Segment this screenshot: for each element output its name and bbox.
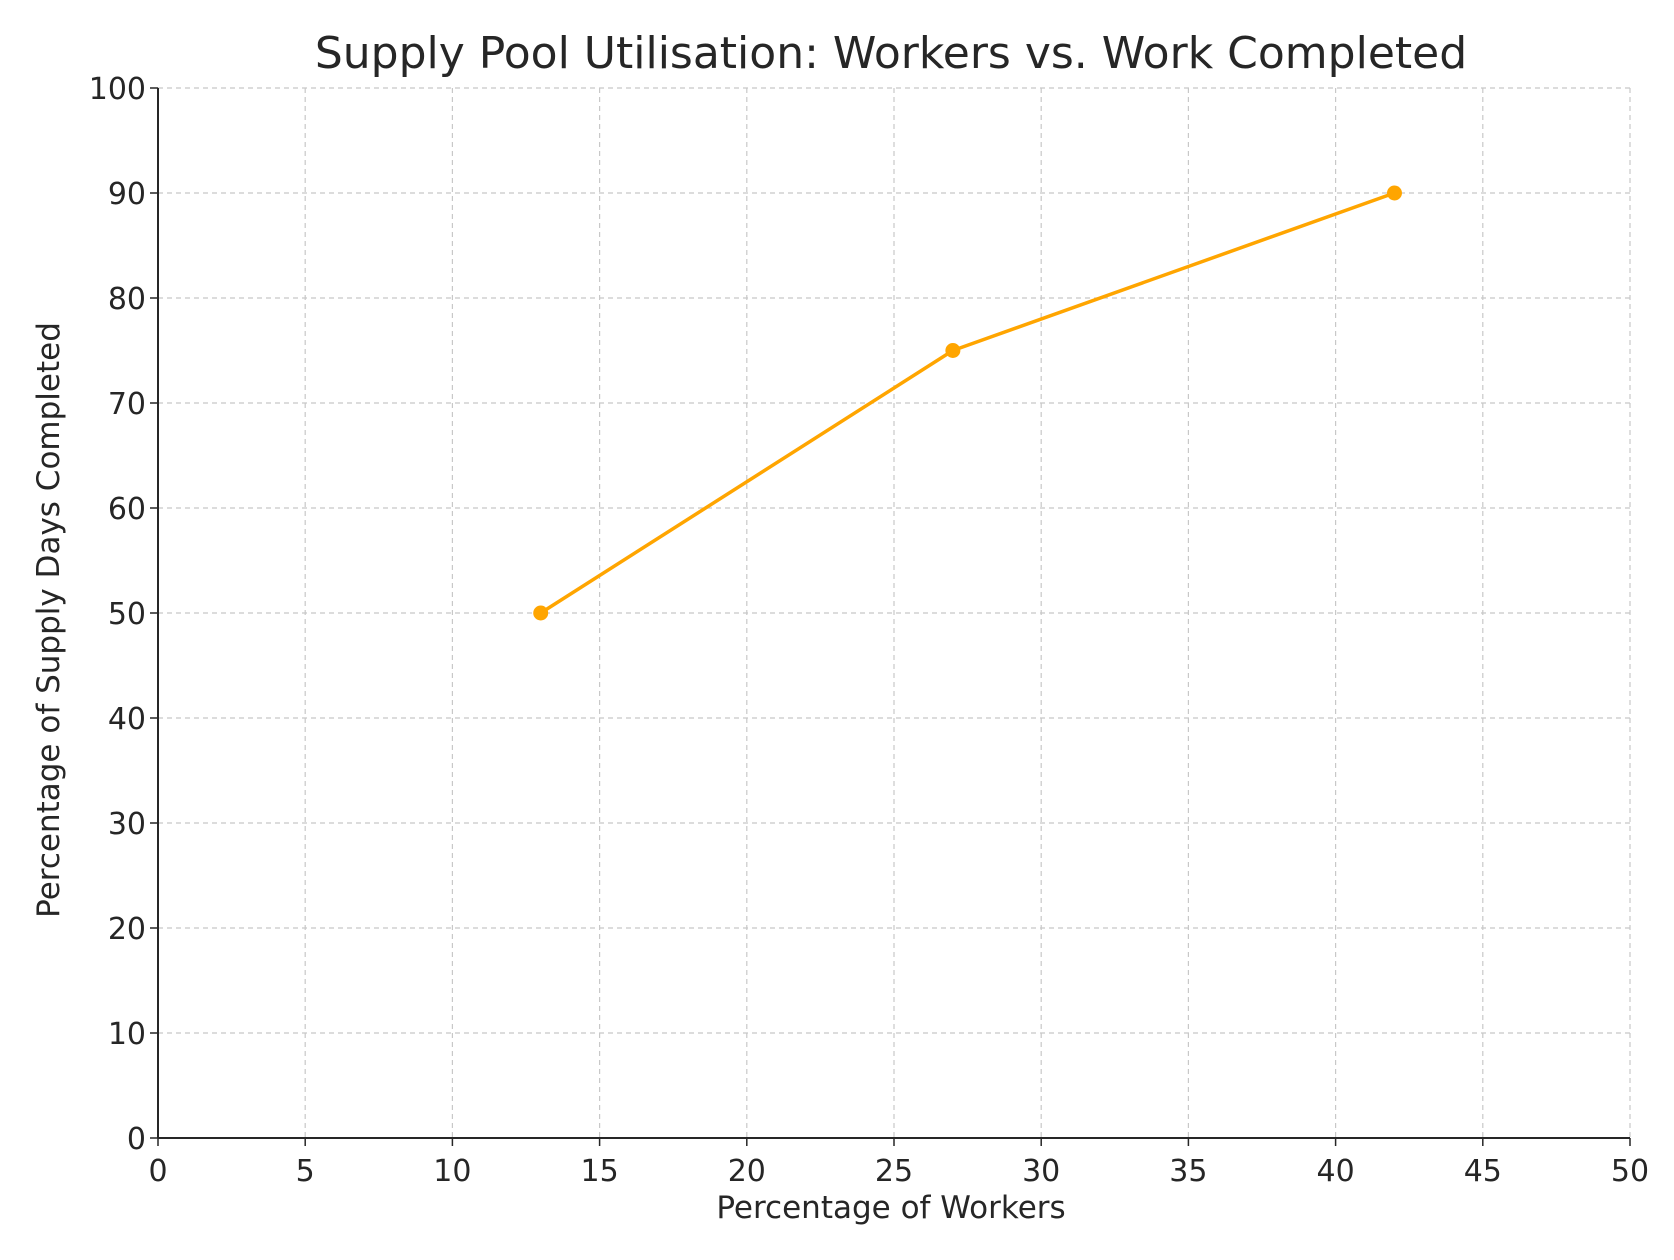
y-tick-label: 30 [108,807,146,842]
y-tick-label: 40 [108,702,146,737]
y-axis-label: Percentage of Supply Days Completed [31,322,67,918]
x-tick-label: 20 [728,1154,766,1189]
x-tick-label: 25 [875,1154,913,1189]
grid [158,87,1631,1138]
y-tick-label: 10 [108,1017,146,1052]
x-axis-label: Percentage of Workers [716,1190,1065,1226]
y-tick-label: 20 [108,912,146,947]
y-tick-label: 60 [108,492,146,527]
axes [150,87,1631,1146]
x-tick-label: 5 [296,1154,315,1189]
y-tick-label: 90 [108,177,146,212]
x-tick-label: 35 [1169,1154,1207,1189]
x-tick-label: 30 [1022,1154,1060,1189]
series-layer [533,185,1402,621]
x-tick-label: 10 [433,1154,471,1189]
y-tick-label: 50 [108,597,146,632]
x-tick-label: 50 [1611,1154,1649,1189]
y-tick-label: 0 [127,1122,146,1157]
y-tick-label: 80 [108,282,146,317]
y-tick-label: 100 [89,72,146,107]
y-tick-label: 70 [108,387,146,422]
x-tick-label: 40 [1317,1154,1355,1189]
chart-title: Supply Pool Utilisation: Workers vs. Wor… [315,28,1467,79]
data-point [533,605,549,621]
x-tick-label: 45 [1464,1154,1502,1189]
tick-labels: 0 5 10 15 20 25 30 35 40 45 50 0 10 20 30 40 50 60 70 80 90 1… [89,72,1649,1189]
x-tick-label: 15 [581,1154,619,1189]
data-point [945,343,961,358]
data-point [1386,185,1402,201]
x-tick-label: 0 [148,1154,167,1189]
